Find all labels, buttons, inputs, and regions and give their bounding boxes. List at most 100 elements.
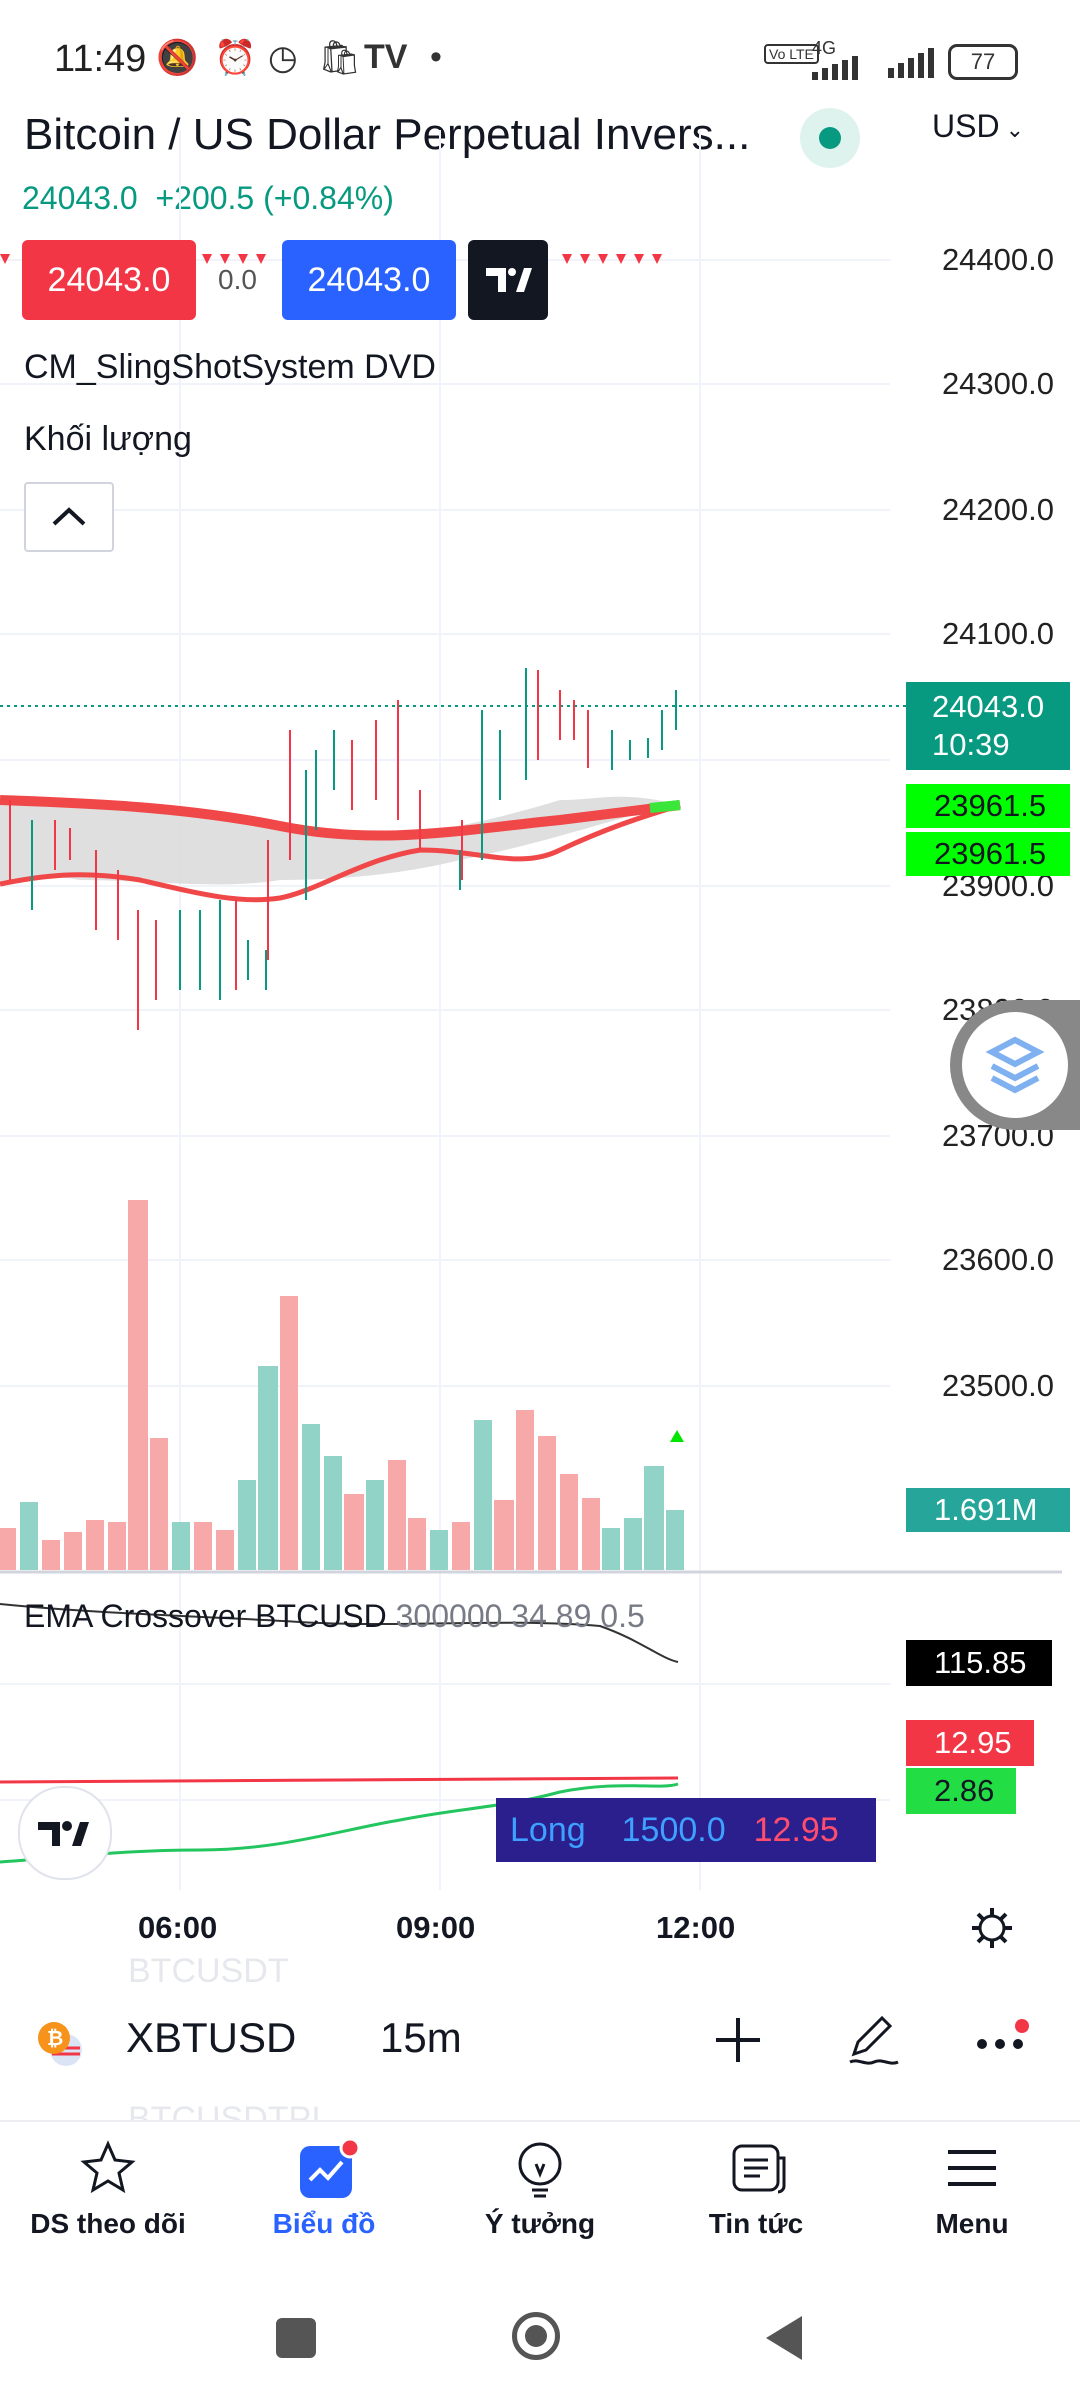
indicator-label-volume[interactable]: Khối lượng (24, 420, 192, 458)
home-button[interactable] (512, 2312, 560, 2360)
layers-icon (962, 1012, 1068, 1118)
bitcoin-flag-icon: ₿ (36, 2020, 84, 2068)
chart-settings-button[interactable] (970, 1906, 1014, 1950)
axis-tick: 24100.0 (941, 616, 1054, 651)
back-button[interactable] (762, 2314, 806, 2362)
last-price-tag: 24043.0 10:39 (906, 682, 1070, 770)
buy-button[interactable]: 24043.0 (282, 240, 456, 320)
more-options-button[interactable] (972, 2010, 1032, 2070)
dot-icon: • (430, 38, 442, 76)
plus-icon (716, 2018, 760, 2062)
oscillator-tag-red: 12.95 (906, 1720, 1034, 1766)
pencil-icon (849, 2015, 899, 2065)
position-size: 1500.0 (621, 1810, 726, 1849)
symbol-title[interactable]: Bitcoin / US Dollar Perpetual Invers... (24, 110, 751, 159)
network-label: 4G (812, 38, 837, 58)
nav-news[interactable]: Tin tức (656, 2140, 856, 2240)
price-line: 24043.0 +200.5 (+0.84%) (22, 180, 394, 217)
axis-tick: 23600.0 (941, 1242, 1054, 1277)
chevron-up-icon (52, 507, 86, 526)
tradingview-logo-button[interactable] (18, 1786, 112, 1880)
add-button[interactable] (712, 2014, 764, 2066)
ema-title: EMA Crossover BTCUSD (24, 1598, 387, 1634)
axis-tick: 24400.0 (941, 242, 1054, 277)
svg-text:₿: ₿ (47, 2028, 63, 2050)
menu-icon (944, 2140, 1000, 2196)
spread-value: 0.0 (218, 264, 257, 295)
axis-tick: 24200.0 (941, 492, 1054, 527)
position-value: 12.95 (753, 1810, 839, 1849)
signal-icon-2 (888, 48, 934, 78)
currency-selector[interactable]: USD ⌄ (932, 108, 1024, 145)
last-price: 24043.0 (22, 180, 138, 216)
volume-bars (0, 1200, 684, 1570)
time-label: 12:00 (656, 1910, 736, 1945)
ema-red-line (0, 1776, 679, 1784)
nav-label: Ý tưởng (484, 2208, 596, 2239)
more-dots-icon (977, 2019, 1029, 2049)
mute-icon: 🔕 (156, 39, 199, 77)
tradingview-icon (486, 268, 532, 292)
star-icon (80, 2140, 136, 2196)
broker-button[interactable] (468, 240, 548, 320)
signal-markers (0, 254, 662, 264)
clock-icon: ◷ (268, 39, 298, 77)
nav-label: Biểu đồ (272, 2208, 376, 2239)
indicator-label-slingshot[interactable]: CM_SlingShotSystem DVD (24, 348, 436, 386)
ema-green-line (0, 1782, 679, 1864)
last-price-value: 24043.0 (932, 689, 1045, 724)
sell-button[interactable]: 24043.0 (22, 240, 196, 320)
symbol-ticker[interactable]: XBTUSD (126, 2014, 297, 2061)
status-bar: 11:49 🔕 ⏰ ◷ 🛍 TV • Vo LTE 4G 77 (0, 0, 1080, 120)
ema-cross-highlight (649, 800, 681, 813)
lightbulb-icon (512, 2140, 568, 2198)
position-side: Long (510, 1810, 586, 1849)
interval-selector[interactable]: 15m (380, 2014, 462, 2061)
recent-apps-button[interactable] (276, 2318, 316, 2358)
chart-canvas[interactable] (0, 0, 1080, 1960)
market-status-icon[interactable] (800, 108, 860, 168)
gear-icon (972, 1908, 1012, 1948)
nav-watchlist[interactable]: DS theo dõi (8, 2140, 208, 2240)
nav-label: Menu (935, 2208, 1009, 2239)
volte-icon: Vo LTE (764, 44, 819, 64)
drawing-tools-button[interactable] (842, 2010, 902, 2070)
battery-icon: 77 (948, 44, 1018, 80)
ema-channel-fill (0, 796, 680, 885)
time-label: 06:00 (138, 1910, 218, 1945)
nav-ideas[interactable]: Ý tưởng (440, 2140, 640, 2240)
clock: 11:49 (54, 38, 147, 80)
ghost-symbol-above: BTCUSDT (128, 1952, 289, 1990)
signal-icon (812, 56, 858, 80)
volume-tag: 1.691M (906, 1488, 1070, 1532)
ema-tag: 23961.5 (906, 784, 1070, 828)
nav-label: DS theo dõi (30, 2208, 186, 2239)
indicator-label-ema[interactable]: EMA Crossover BTCUSD 300000 34 89 0.5 (24, 1598, 645, 1635)
shopping-icon: 🛍 (318, 39, 362, 77)
back-triangle-icon (766, 2316, 802, 2360)
oscillator-tag-black: 115.85 (906, 1640, 1052, 1686)
axis-tick: 24300.0 (941, 366, 1054, 401)
ema-black-line (0, 1603, 679, 1663)
home-icon (525, 2325, 547, 2347)
chart-icon (296, 2137, 361, 2198)
tradingview-icon: TV (364, 38, 408, 76)
nav-chart[interactable]: Biểu đồ (224, 2137, 424, 2240)
ema-fast-line (0, 795, 681, 841)
currency-label: USD (932, 108, 1000, 144)
axis-tick: 23500.0 (941, 1368, 1054, 1403)
symbol-toolbar: ₿ XBTUSD 15m (0, 1980, 1080, 2090)
floating-assistant-button[interactable] (950, 1000, 1080, 1130)
oscillator-tag-green: 2.86 (906, 1768, 1016, 1814)
position-label: Long 1500.0 12.95 (496, 1798, 876, 1862)
candle-countdown: 10:39 (932, 727, 1010, 762)
ema-params: 300000 34 89 0.5 (395, 1598, 645, 1634)
price-bars (9, 668, 677, 1030)
collapse-indicators-button[interactable] (24, 482, 114, 552)
chevron-down-icon: ⌄ (999, 117, 1025, 142)
price-change: +200.5 (+0.84%) (155, 180, 394, 216)
tradingview-icon (38, 1821, 89, 1846)
ema-slow-line (0, 802, 681, 903)
nav-menu[interactable]: Menu (872, 2140, 1072, 2240)
news-icon (728, 2140, 786, 2196)
